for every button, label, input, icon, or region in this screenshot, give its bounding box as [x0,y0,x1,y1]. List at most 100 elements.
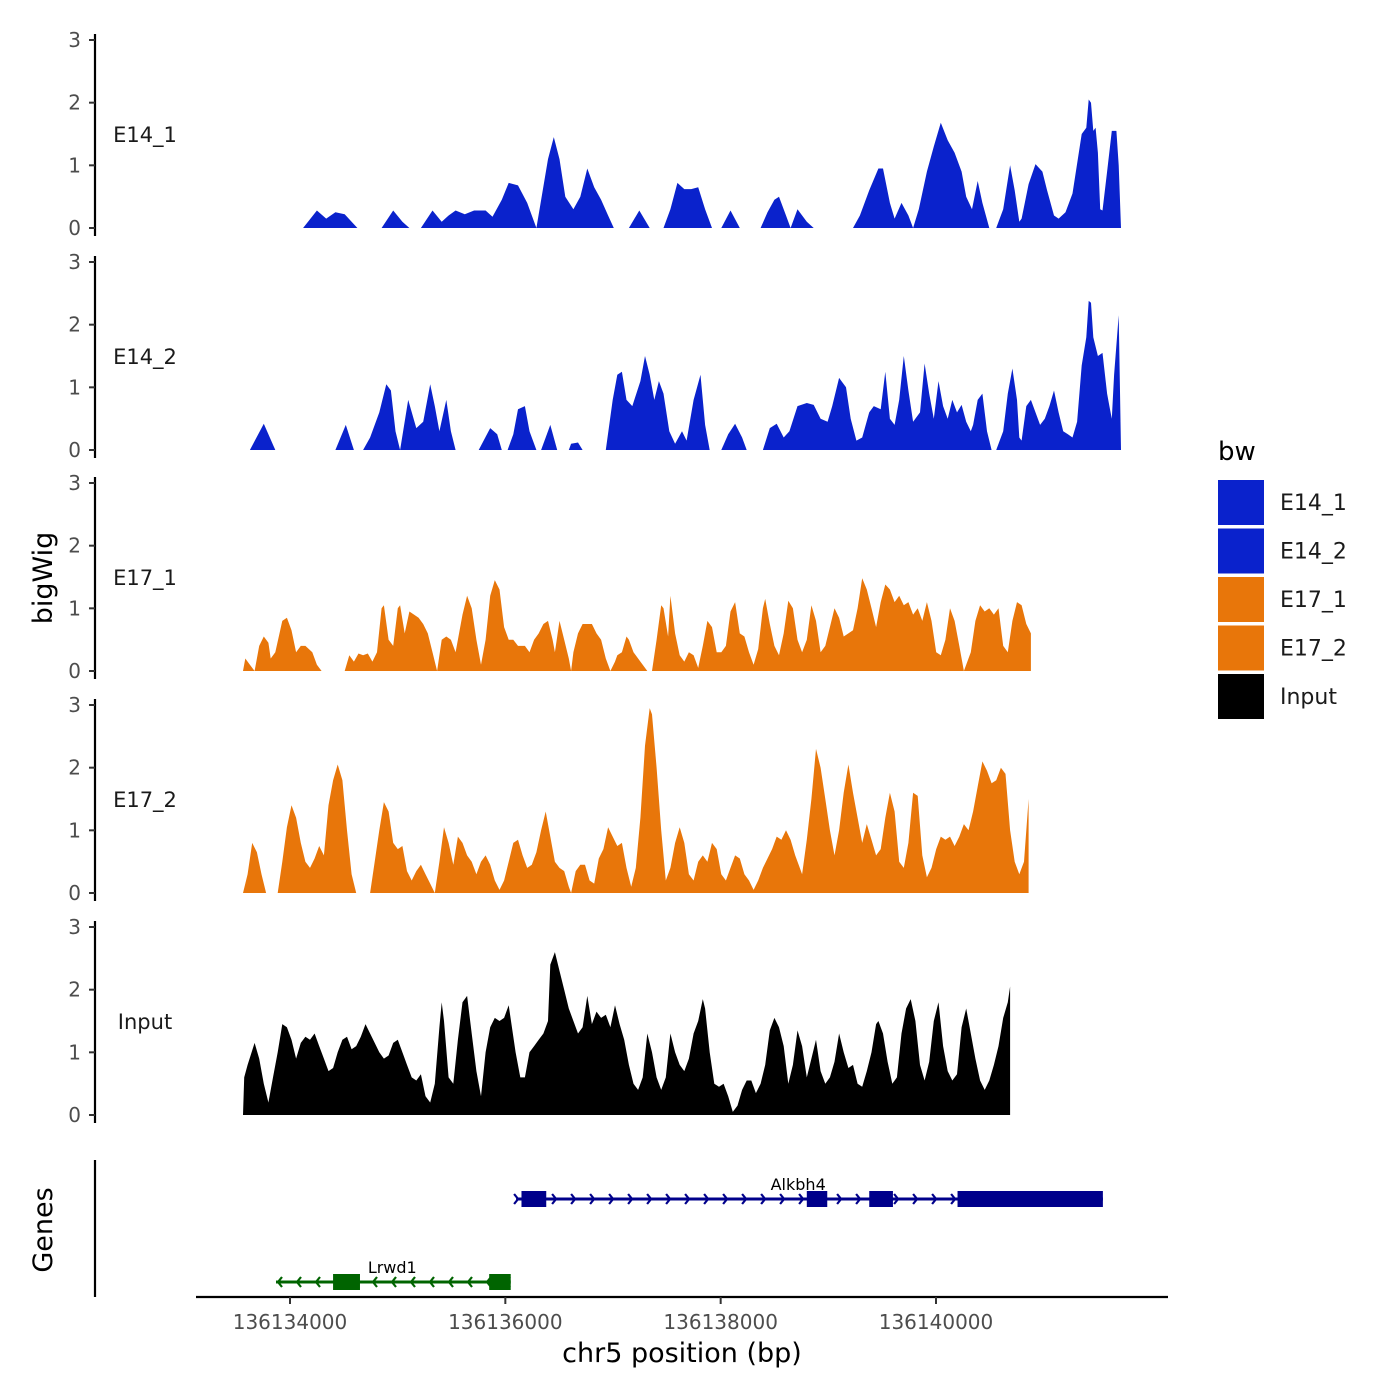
strand-chevron [646,1193,653,1205]
coverage-area [243,952,1011,1115]
panel-e14-1: 0 1 2 3 E14_1 [68,28,1121,240]
genes-panel: Alkbh4 Lrwd1 [93,1160,1103,1297]
y-tick-label: 2 [68,756,81,780]
coverage-area [652,578,1031,671]
coverage-area [370,708,1029,893]
coverage-area [541,424,558,450]
strand-chevron [855,1193,862,1205]
legend-item-input: Input [1218,674,1337,719]
y-tick-label: 1 [68,596,81,620]
strand-chevron [513,1193,520,1205]
y-tick-label: 3 [68,693,81,717]
track-panels: 0 1 2 3 E14_1 0 1 2 3 E14_2 0 1 2 3 E17_1 0 1 2 3 E17_2 0 1 2 3… [68,28,1121,1127]
coverage-area [335,424,354,450]
y-tick-label: 0 [68,438,81,462]
strand-chevron [295,1276,302,1288]
legend-swatch [1218,480,1264,525]
coverage-area [628,210,650,228]
panel-e17-2: 0 1 2 3 E17_2 [68,693,1029,905]
gene-alkbh4: Alkbh4 [513,1175,1103,1207]
strand-chevron [608,1193,615,1205]
y-tick-label: 3 [68,915,81,939]
coverage-area [760,196,814,228]
legend-label: E17_1 [1280,588,1347,613]
y-tick-label: 1 [68,375,81,399]
legend-label: Input [1280,685,1337,710]
strand-chevron [409,1276,416,1288]
legend-item-e14-1: E14_1 [1218,480,1347,525]
strand-chevron [570,1193,577,1205]
strand-chevron [893,1193,900,1205]
strand-chevron [589,1193,596,1205]
coverage-area [243,617,322,671]
legend-item-e17-1: E17_1 [1218,577,1347,622]
genes-axis-title: Genes [28,1187,59,1272]
strand-chevron [931,1193,938,1205]
x-tick-label: 136138000 [663,1310,778,1334]
legend-item-e14-2: E14_2 [1218,528,1347,574]
strand-chevron [741,1193,748,1205]
panel-input: 0 1 2 3 Input [68,915,1011,1127]
legend-swatch [1218,674,1264,719]
y-tick-label: 3 [68,471,81,495]
coverage-area [249,423,276,450]
coverage-area [663,182,712,228]
y-tick-label: 3 [68,250,81,274]
track-label: E14_1 [113,123,177,148]
gene-label: Lrwd1 [368,1258,417,1277]
track-label: Input [118,1010,172,1034]
coverage-area [420,137,614,228]
legend-item-e17-2: E17_2 [1218,625,1347,671]
y-tick-label: 0 [68,659,81,683]
legend-label: E14_1 [1280,491,1347,516]
coverage-area [363,384,456,450]
exon [957,1191,1103,1207]
legend-title: bw [1218,437,1256,467]
track-label: E17_1 [113,566,177,591]
y-tick-label: 2 [68,313,81,337]
y-tick-label: 3 [68,28,81,52]
x-axis-title: chr5 position (bp) [562,1338,802,1369]
strand-chevron [950,1193,957,1205]
coverage-area [243,764,357,893]
y-tick-label: 2 [68,91,81,115]
y-tick-label: 0 [68,1103,81,1127]
gene-label: Alkbh4 [771,1175,826,1194]
strand-chevron [703,1193,710,1205]
strand-chevron [684,1193,691,1205]
panel-e17-1: 0 1 2 3 E17_1 [68,471,1031,683]
coverage-area [381,210,410,228]
x-tick-label: 136134000 [233,1310,348,1334]
coverage-area [344,580,648,671]
exon [806,1191,828,1207]
strand-chevron [798,1193,805,1205]
x-tick-label: 136140000 [879,1310,994,1334]
strand-chevron [665,1193,672,1205]
y-tick-label: 0 [68,881,81,905]
x-axis: 136134000 136136000 136138000 136140000 [196,1295,1168,1334]
panel-e14-2: 0 1 2 3 E14_2 [68,250,1121,462]
y-tick-label: 0 [68,216,81,240]
strand-chevron [760,1193,767,1205]
strand-chevron [722,1193,729,1205]
strand-chevron [627,1193,634,1205]
exon [521,1191,547,1207]
legend-label: E17_2 [1280,637,1347,662]
legend-swatch [1218,625,1264,671]
strand-chevron [314,1276,321,1288]
exon [869,1191,893,1207]
exon [489,1274,511,1290]
strand-chevron [912,1193,919,1205]
y-tick-label: 1 [68,153,81,177]
strand-chevron [779,1193,786,1205]
coverage-area [478,428,502,450]
y-tick-label: 1 [68,1040,81,1064]
track-label: E14_2 [113,345,177,370]
y-axis-title: bigWig [28,532,59,625]
strand-chevron [276,1276,283,1288]
strand-chevron [428,1276,435,1288]
legend-label: E14_2 [1280,540,1347,565]
legend: bw E14_1 E14_2 E17_1 E17_2 Input [1218,437,1347,719]
strand-chevron [371,1276,378,1288]
legend-swatch [1218,528,1264,574]
